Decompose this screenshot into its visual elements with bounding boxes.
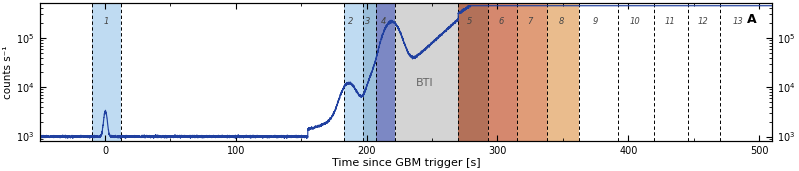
Bar: [344, 3, 363, 141]
Text: 5: 5: [467, 17, 473, 25]
Text: 12: 12: [698, 17, 708, 25]
Text: 3: 3: [365, 17, 371, 25]
X-axis label: Time since GBM trigger [s]: Time since GBM trigger [s]: [332, 157, 480, 168]
Text: 1: 1: [104, 17, 109, 25]
Text: 4: 4: [381, 17, 387, 25]
Bar: [376, 3, 396, 141]
Text: 7: 7: [527, 17, 533, 25]
Bar: [396, 3, 458, 141]
Text: 6: 6: [499, 17, 504, 25]
Bar: [547, 3, 578, 141]
Text: 2: 2: [348, 17, 354, 25]
Bar: [92, 3, 121, 141]
Text: A: A: [746, 13, 756, 26]
Y-axis label: counts s⁻¹: counts s⁻¹: [3, 46, 14, 99]
Bar: [517, 3, 547, 141]
Text: 9: 9: [593, 17, 598, 25]
Text: 10: 10: [630, 17, 640, 25]
Bar: [488, 3, 517, 141]
Bar: [458, 3, 488, 141]
Text: BTI: BTI: [415, 78, 433, 88]
Text: 13: 13: [733, 17, 744, 25]
Bar: [363, 3, 376, 141]
Text: 8: 8: [559, 17, 564, 25]
Text: 11: 11: [665, 17, 675, 25]
